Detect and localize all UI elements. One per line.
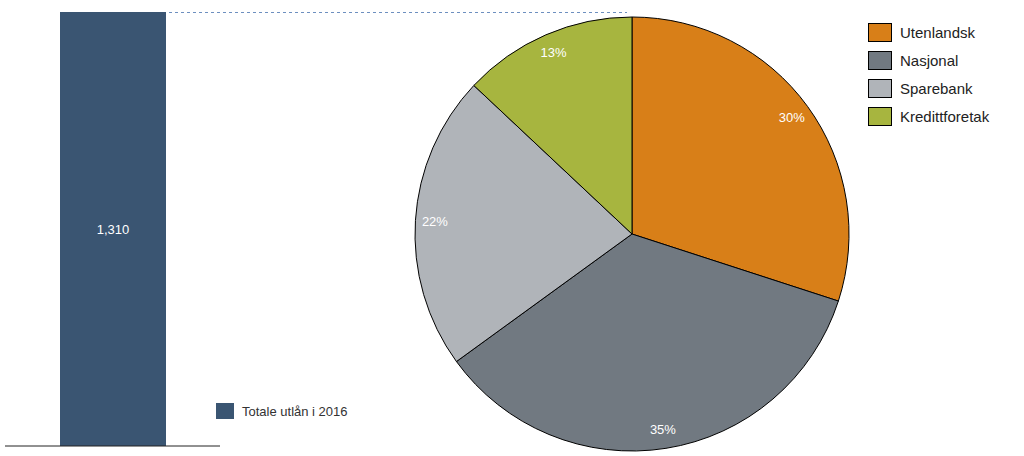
html-text:Nasjonal: Nasjonal [900, 51, 959, 69]
svg-text:30%: 30% [779, 110, 805, 125]
html-text:Kredittforetak: Kredittforetak [900, 107, 990, 125]
html-text:Sparebank: Sparebank [900, 79, 973, 97]
svg-text:22%: 22% [422, 214, 448, 229]
svg-text:13%: 13% [541, 45, 567, 60]
svg-text:35%: 35% [650, 422, 676, 437]
svg-text:1,310: 1,310 [97, 222, 130, 237]
html-text:Utenlandsk: Utenlandsk [900, 23, 975, 41]
html-text:Totale utlån i 2016: Totale utlån i 2016 [242, 403, 348, 419]
